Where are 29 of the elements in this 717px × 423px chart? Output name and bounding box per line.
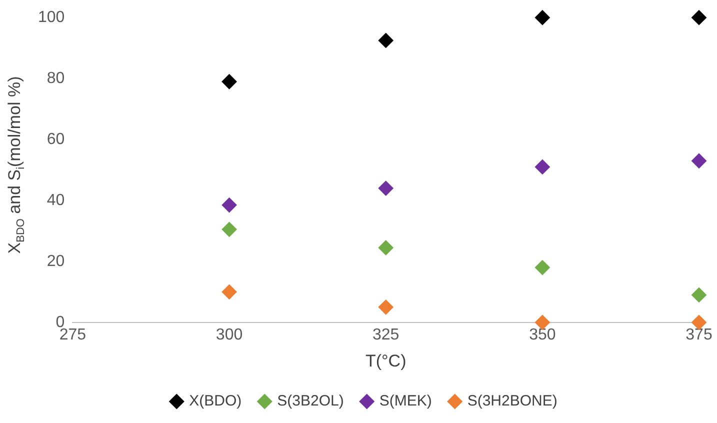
point bbox=[692, 10, 706, 26]
x-tick-label: 275 bbox=[59, 326, 86, 344]
y-tick-label: 80 bbox=[46, 70, 65, 87]
point bbox=[534, 10, 550, 26]
y-tick-label: 60 bbox=[46, 130, 65, 148]
legend-label: S(MEK) bbox=[379, 392, 432, 410]
point bbox=[692, 287, 706, 302]
point bbox=[378, 240, 394, 256]
point bbox=[222, 222, 237, 237]
x-tick-label: 350 bbox=[529, 326, 556, 344]
x-tick-label: 300 bbox=[216, 326, 243, 344]
point bbox=[534, 260, 550, 276]
point bbox=[534, 159, 550, 174]
point bbox=[222, 74, 237, 90]
legend-label: S(3B2OL) bbox=[277, 392, 344, 410]
x-axis-title: T(°C) bbox=[365, 351, 406, 370]
x-tick-label: 375 bbox=[686, 326, 712, 344]
point bbox=[222, 284, 237, 300]
y-tick-label: 20 bbox=[46, 252, 65, 270]
y-tick-label: 100 bbox=[38, 9, 65, 26]
point bbox=[692, 153, 706, 168]
point bbox=[378, 32, 394, 48]
legend-label: X(BDO) bbox=[189, 392, 242, 410]
legend-label: S(3H2BONE) bbox=[467, 392, 558, 410]
y-tick-label: 40 bbox=[46, 192, 65, 209]
x-tick-label: 325 bbox=[372, 326, 400, 344]
point bbox=[222, 198, 237, 213]
point bbox=[378, 180, 394, 196]
point bbox=[378, 300, 394, 315]
